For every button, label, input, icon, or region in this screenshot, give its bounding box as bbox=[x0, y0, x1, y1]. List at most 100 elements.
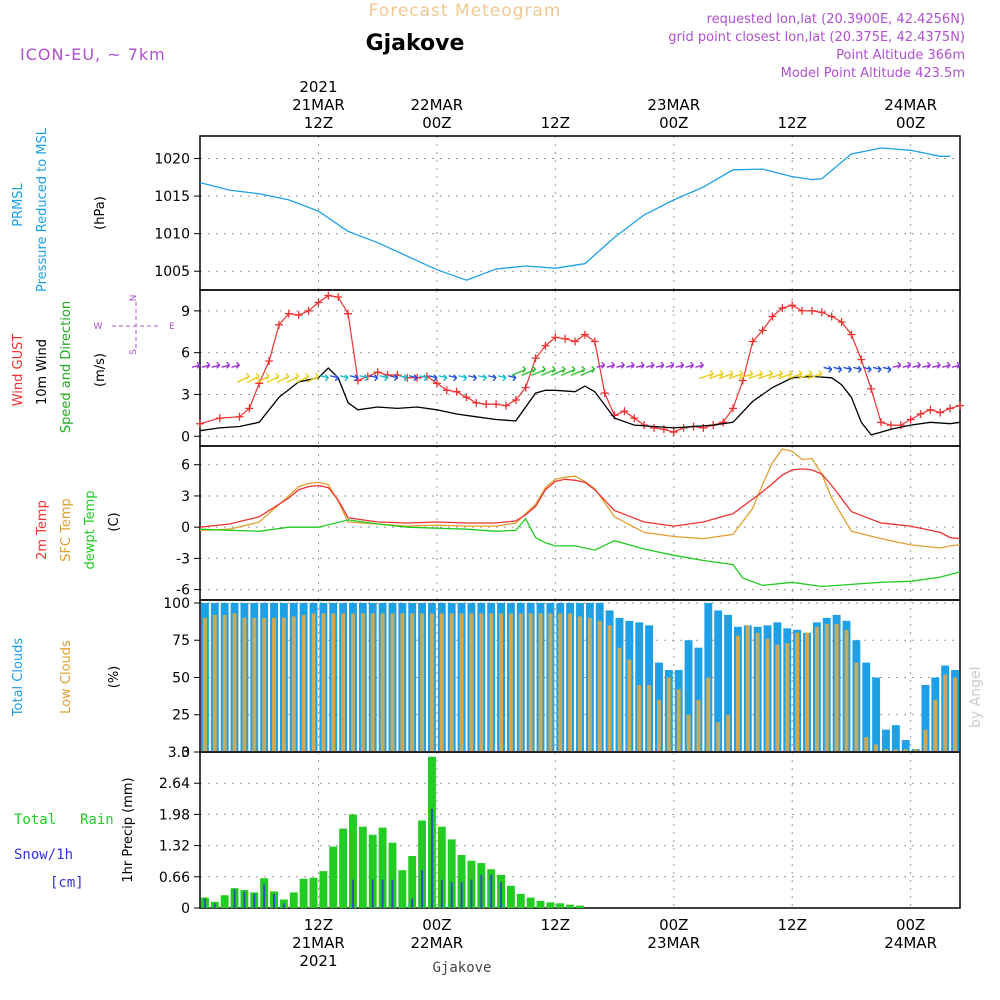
low-clouds-bar bbox=[884, 749, 888, 752]
gust-marker bbox=[274, 320, 283, 329]
chart-title: Forecast Meteogram bbox=[369, 1, 562, 21]
snow-bar bbox=[480, 874, 483, 908]
wind-direction-arrowhead bbox=[384, 374, 389, 382]
wind-direction-arrow bbox=[675, 364, 684, 368]
footer-location: Gjakove bbox=[432, 960, 491, 976]
wind-direction-arrowhead bbox=[522, 365, 527, 373]
wind-direction-arrow bbox=[645, 364, 655, 368]
top-axis-label: 23MAR bbox=[647, 96, 700, 114]
wind-direction-arrowhead bbox=[285, 372, 290, 380]
top-axis-label: 21MAR bbox=[292, 96, 345, 114]
wind-direction-arrowhead bbox=[719, 370, 724, 378]
wind-direction-arrow bbox=[487, 375, 497, 379]
pressure-panel: 1005 1010 1015 1020 bbox=[154, 135, 961, 291]
low-clouds-bar bbox=[449, 613, 454, 752]
rain-bar bbox=[576, 905, 584, 908]
wind-direction-arrowhead bbox=[206, 361, 211, 369]
wind-direction-arrow bbox=[912, 364, 921, 368]
rain-bar bbox=[408, 856, 417, 908]
gust-marker bbox=[600, 389, 609, 398]
requested-coords: requested lon,lat (20.3900E, 42.4256N) bbox=[707, 12, 965, 27]
wind-direction-arrow bbox=[497, 375, 507, 379]
pressure-ytick-label: 1005 bbox=[154, 264, 190, 280]
wind-direction-arrowhead bbox=[462, 374, 467, 382]
wind-direction-arrowhead bbox=[660, 361, 665, 369]
snow-bar bbox=[440, 879, 443, 908]
low-clouds-bar bbox=[370, 613, 375, 752]
wind-direction-arrowhead bbox=[482, 374, 487, 382]
wind-direction-arrow bbox=[823, 366, 832, 371]
bottom-axis-label: 23MAR bbox=[647, 934, 700, 952]
gust-marker bbox=[906, 415, 915, 424]
rain-bar bbox=[546, 902, 555, 908]
gust-marker bbox=[650, 423, 659, 432]
snow-bar bbox=[470, 879, 473, 908]
wind-direction-arrow bbox=[201, 364, 211, 368]
rain-bar bbox=[457, 855, 466, 908]
rain-bar bbox=[536, 900, 545, 908]
wind-direction-arrow bbox=[511, 368, 526, 377]
gust-marker bbox=[847, 330, 856, 339]
wind-direction-arrowhead bbox=[690, 361, 695, 369]
wind-direction-arrow bbox=[458, 375, 467, 379]
wind-labels: Wind GUST 10m Wind Speed and Direction (… bbox=[11, 301, 108, 433]
compass-s: S bbox=[129, 349, 139, 355]
wind-direction-arrowhead bbox=[265, 372, 270, 380]
wind-direction-arrow bbox=[699, 372, 714, 380]
wind-direction-arrow bbox=[596, 364, 605, 368]
wind-direction-arrow bbox=[448, 375, 457, 379]
wind-direction-arrowhead bbox=[532, 365, 537, 373]
wind-direction-arrow bbox=[626, 364, 635, 368]
low-clouds-bar bbox=[676, 689, 681, 752]
compass-n: N bbox=[129, 295, 139, 302]
low-clouds-bar bbox=[696, 699, 701, 752]
low-clouds-bar bbox=[212, 614, 217, 752]
low-clouds-bar bbox=[824, 623, 829, 752]
wind-direction-arrowhead bbox=[936, 361, 941, 369]
gust-marker bbox=[531, 354, 540, 363]
compass-e: E bbox=[169, 322, 175, 332]
gust-marker bbox=[304, 306, 313, 315]
wind-direction-arrow bbox=[882, 366, 892, 371]
snow-bar bbox=[233, 889, 236, 908]
wind-direction-arrow bbox=[306, 375, 319, 383]
low-clouds-bar bbox=[459, 613, 464, 752]
pressure-label-desc: Pressure Reduced to MSL bbox=[35, 127, 50, 292]
low-clouds-bar bbox=[637, 684, 642, 752]
top-axis-label: 24MAR bbox=[884, 96, 937, 114]
temp-labels: 2m Temp SFC Temp dewpt Temp (C) bbox=[35, 490, 122, 569]
total-clouds-bar bbox=[891, 725, 900, 752]
wind-direction-arrowhead bbox=[453, 374, 458, 382]
bottom-axis-label: 2021 bbox=[299, 952, 337, 970]
wind-direction-arrow bbox=[606, 364, 615, 368]
wind-direction-arrowhead bbox=[551, 365, 556, 373]
wind-label-10m: 10m Wind bbox=[35, 339, 50, 405]
wind-label-gust: Wind GUST bbox=[11, 334, 26, 407]
low-clouds-bar bbox=[903, 749, 908, 752]
low-clouds-bar bbox=[202, 617, 207, 752]
low-clouds-bar bbox=[489, 613, 494, 752]
low-clouds-bar bbox=[933, 699, 938, 752]
wind-direction-arrowhead bbox=[926, 361, 931, 369]
wind-direction-arrowhead bbox=[472, 374, 477, 382]
wind-direction-arrow bbox=[941, 364, 951, 368]
low-clouds-bar bbox=[400, 613, 405, 752]
total-clouds-bar bbox=[901, 740, 910, 752]
low-clouds-bar bbox=[795, 632, 800, 752]
low-clouds-bar bbox=[726, 714, 731, 752]
wind-ytick-label: 0 bbox=[181, 429, 190, 445]
temp-ytick-label: 6 bbox=[181, 458, 190, 474]
wind-direction-arrowhead bbox=[305, 372, 310, 380]
wind-direction-arrowhead bbox=[907, 361, 912, 369]
temp-label-dewpt: dewpt Temp bbox=[83, 490, 98, 569]
snow-bar bbox=[450, 882, 453, 908]
wind-direction-arrow bbox=[768, 372, 783, 380]
bottom-axis-label: 00Z bbox=[422, 916, 451, 934]
wind-direction-arrow bbox=[695, 364, 704, 368]
wind-direction-arrowhead bbox=[699, 361, 704, 369]
wind-direction-arrow bbox=[211, 364, 220, 368]
wind-direction-arrow bbox=[708, 372, 724, 380]
low-clouds-bar bbox=[943, 674, 948, 752]
wind-direction-arrow bbox=[531, 368, 546, 377]
